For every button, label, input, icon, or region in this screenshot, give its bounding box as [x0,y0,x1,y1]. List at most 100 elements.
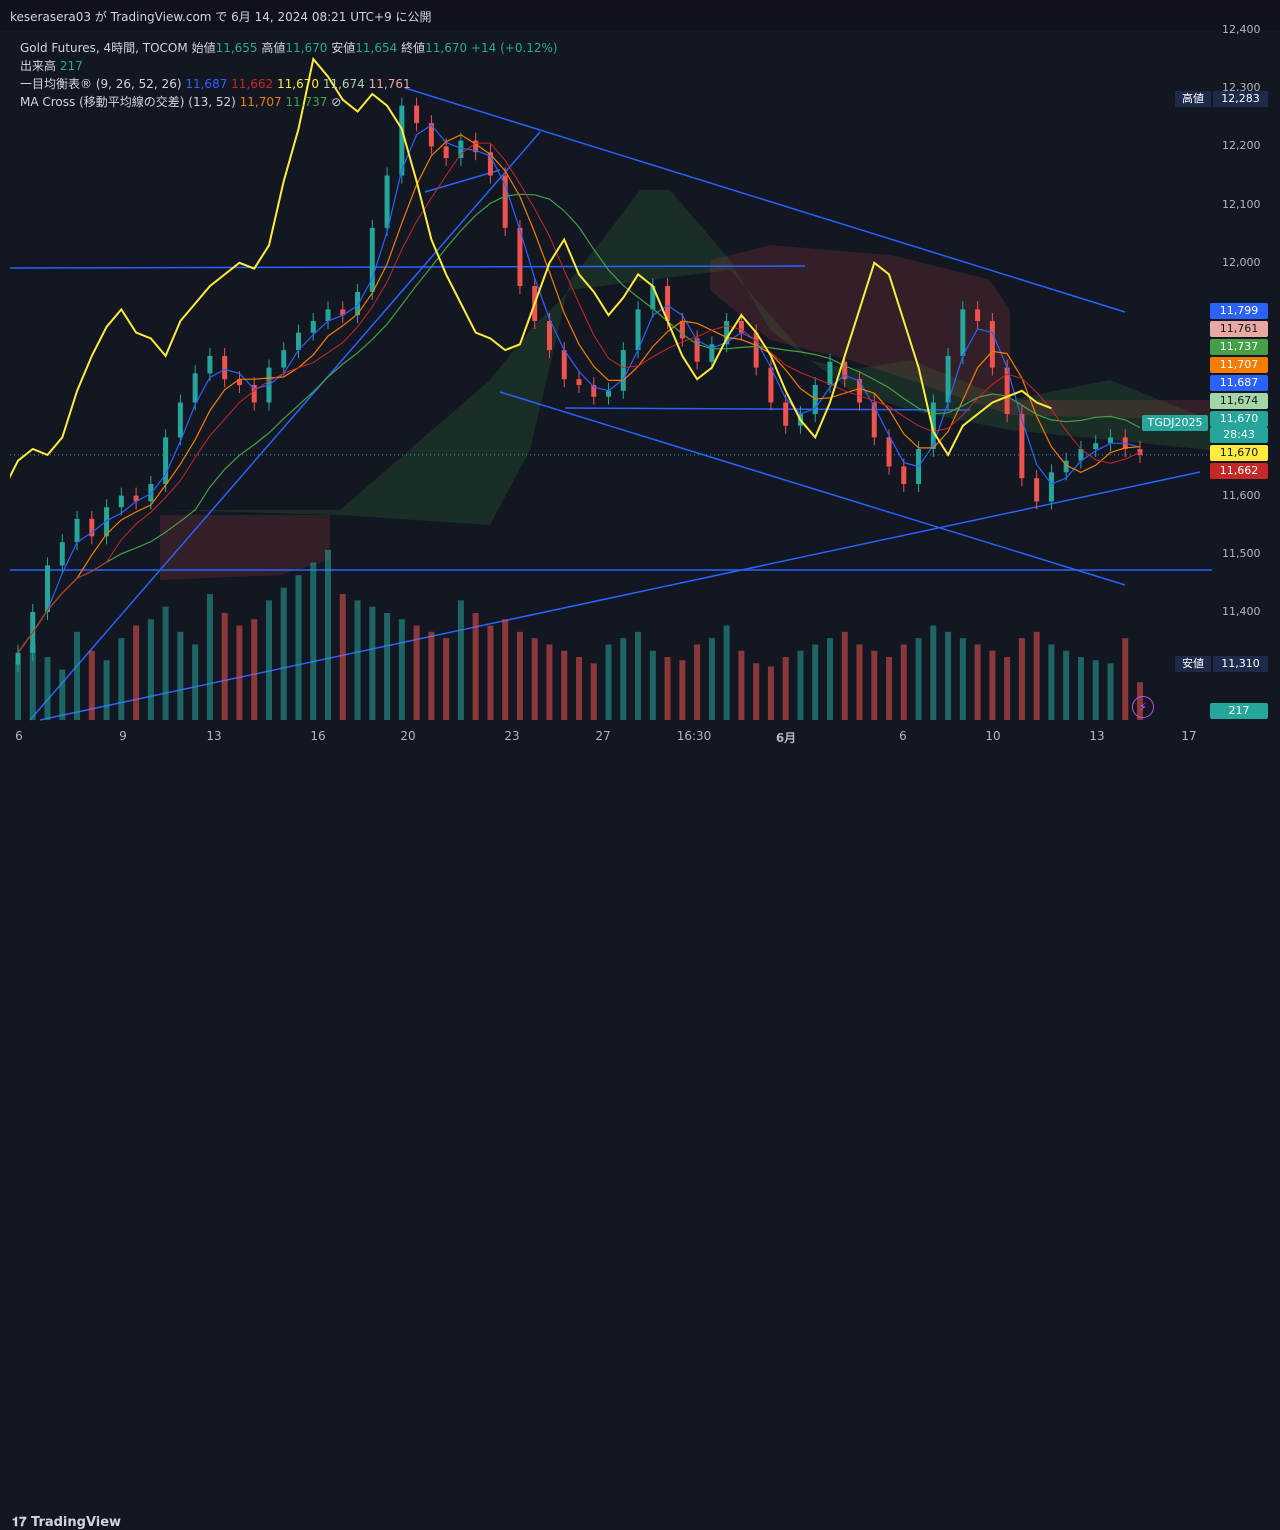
volume-bar [516,631,523,720]
high-marker-value: 12,283 [1213,91,1268,107]
x-tick-label: 6 [15,729,23,743]
candle-body [443,146,449,159]
candle-body [192,373,198,403]
candle-body [842,361,848,380]
volume-bar [841,631,848,720]
candle-body [355,291,361,316]
legend-low-label: 安値 [331,41,356,55]
candle-body [177,402,183,438]
volume-bar [1048,644,1055,720]
candle-body [1063,460,1069,473]
tradingview-brand: TradingView [31,1515,122,1530]
candle-body [679,321,685,339]
tradingview-logo[interactable]: 𝟏𝟕 TradingView [12,1515,121,1530]
ma-slow-line [17,193,1141,654]
candle-body [665,286,671,321]
trendline-down-lower [499,391,1126,586]
candle-body [133,495,139,502]
x-tick-label: 6月 [775,731,797,745]
y-tick-label: 11,400 [1222,605,1261,618]
volume-bar [354,600,361,720]
candle-body [886,437,892,467]
legend-high-label: 高値 [261,41,286,55]
volume-bar [118,638,125,720]
volume-bar [1004,657,1011,720]
x-tick-label: 23 [504,729,520,743]
legend-ichimoku-v3: 11,670 [277,77,319,91]
candle-body [591,385,597,397]
volume-bar [797,650,804,720]
y-tick-label: 11,600 [1222,488,1261,502]
lightning-icon[interactable]: ⚡ [1132,696,1154,718]
legend-symbol: Gold Futures, 4時間, TOCOM [20,41,188,55]
price-badge: 11,662 [1210,463,1268,479]
volume-bar [576,657,582,720]
chart-area[interactable] [0,30,1212,722]
publish-text: keserasera03 が TradingView.com で 6月 14, … [10,10,432,24]
volume-bar [192,644,199,720]
candle-body [857,379,862,403]
price-badge: 11,674 [1210,393,1268,409]
candle-body [89,518,95,537]
x-tick-label: 20 [400,729,416,743]
candle-body [15,652,21,665]
legend-symbol-line: Gold Futures, 4時間, TOCOM 始値11,655 高値11,6… [20,39,558,56]
candle-body [104,507,110,537]
candle-body [458,140,464,159]
candle-body [45,565,51,612]
volume-bar [74,631,81,720]
volume-bar [280,587,287,720]
legend-volume-value: 217 [59,59,83,73]
candle-body [546,321,552,351]
x-tick-label: 27 [595,729,611,743]
volume-bar [59,669,66,720]
horizontal-line-upper [9,265,806,269]
volume-bar [546,644,553,720]
candle-body [1078,449,1084,461]
volume-bar [295,575,302,720]
legend-change: +14 (+0.12%) [470,41,558,55]
x-tick-label: 6 [899,729,907,743]
tradingview-logo-icon: 𝟏𝟕 [12,1515,27,1530]
hide-icon[interactable]: ⊘ [331,95,342,109]
volume-bar [635,631,642,720]
candle-body [502,175,508,228]
volume-bar [265,600,272,720]
time-axis[interactable]: 6 9 13 16 20 23 27 16:30 6月 6 10 13 17 [0,722,1280,752]
volume-bar [531,638,538,720]
volume-bar [251,619,258,720]
chart-canvas[interactable] [0,30,1212,722]
y-tick-label: 11,500 [1222,546,1261,560]
price-badge: 11,799 [1210,303,1268,319]
volume-bar [930,625,937,720]
volume-bar [812,644,819,720]
candle-body [960,309,966,356]
volume-bar [44,657,51,720]
volume-bar [767,666,774,720]
publish-header: keserasera03 が TradingView.com で 6月 14, … [0,0,1280,30]
candle-body [650,286,656,310]
candle-body [281,350,287,368]
candle-body [620,350,626,391]
candle-body [1004,367,1010,415]
volume-bar [620,638,627,720]
kijun-line [17,142,1141,653]
candle-body [74,518,80,543]
candle-body [694,338,700,362]
candle-body [930,402,936,450]
volume-bar [339,594,346,720]
candle-body [1034,478,1040,502]
ma-fast-line [17,134,1141,654]
volume-bar [915,638,922,720]
candle-body [783,402,789,426]
candle-body [561,350,567,380]
footer: 𝟏𝟕 TradingView [0,752,1280,1530]
candle-body [148,483,154,502]
candle-body [384,175,390,228]
x-tick-label: 10 [985,729,1001,743]
price-badge: 11,707 [1210,357,1268,373]
volume-bar [900,644,907,720]
candle-body [738,321,744,333]
y-tick-label: 12,000 [1222,255,1261,269]
candle-body [399,105,405,176]
